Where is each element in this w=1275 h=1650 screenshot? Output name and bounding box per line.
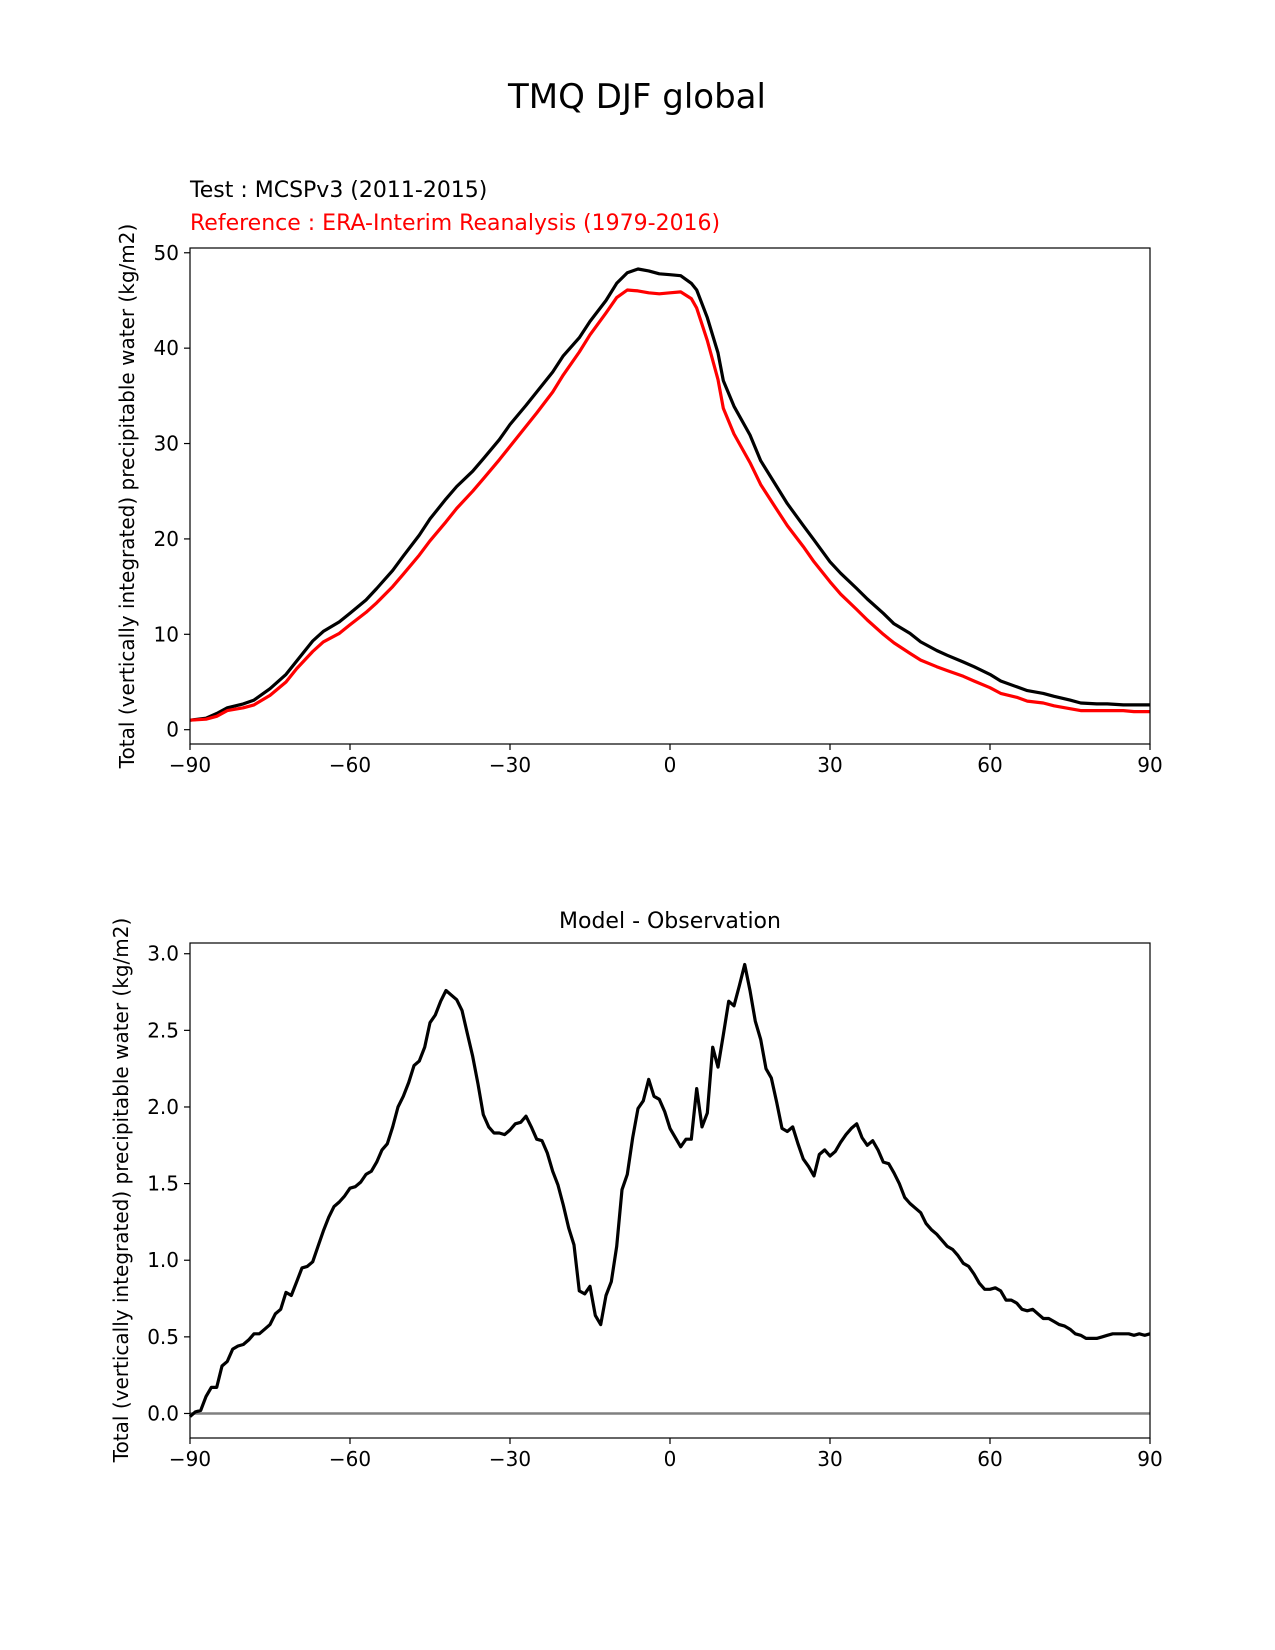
bottom-y-tick-label: 2.0	[147, 1095, 179, 1119]
figure-title: TMQ DJF global	[507, 77, 766, 117]
top-y-tick-label: 0	[166, 718, 179, 742]
top-y-axis: 0 10 20 30 40 50	[154, 241, 190, 742]
bottom-panel: Model - Observation −90 −60 −30 0 30 60 90 0.0…	[109, 909, 1163, 1471]
top-x-tick-label: 90	[1137, 753, 1162, 777]
top-x-tick-label: 60	[977, 753, 1002, 777]
top-y-tick-label: 10	[154, 622, 179, 646]
reference-label: Reference : ERA-Interim Reanalysis (1979…	[190, 211, 720, 236]
bottom-title: Model - Observation	[559, 909, 781, 934]
top-y-tick-label: 40	[154, 336, 179, 360]
bottom-x-tick-label: −90	[169, 1447, 211, 1471]
bottom-x-tick-label: −60	[329, 1447, 371, 1471]
bottom-y-tick-label: 0.0	[147, 1401, 179, 1425]
bottom-y-tick-label: 0.5	[147, 1325, 179, 1349]
top-y-tick-label: 20	[154, 527, 179, 551]
top-series-test-line	[189, 267, 1150, 722]
bottom-x-axis: −90 −60 −30 0 30 60 90	[169, 1438, 1163, 1471]
bottom-y-axis-label: Total (vertically integrated) precipitab…	[109, 918, 133, 1464]
top-panel: Test : MCSPv3 (2011-2015) Reference : ER…	[115, 178, 1163, 777]
bottom-x-tick-label: 0	[664, 1447, 677, 1471]
bottom-series-difference-line	[188, 962, 1151, 1418]
bottom-y-tick-label: 3.0	[147, 942, 179, 966]
top-x-tick-label: −60	[329, 753, 371, 777]
top-x-tick-label: 30	[817, 753, 842, 777]
top-series-reference-line	[189, 288, 1150, 722]
bottom-series-group	[188, 962, 1151, 1418]
bottom-y-tick-label: 2.5	[147, 1018, 179, 1042]
top-series-group	[189, 267, 1150, 722]
bottom-y-axis: 0.0 0.5 1.0 1.5 2.0 2.5 3.0	[147, 942, 190, 1425]
top-y-axis-label: Total (vertically integrated) precipitab…	[115, 224, 139, 770]
bottom-x-tick-label: −30	[489, 1447, 531, 1471]
bottom-x-tick-label: 30	[817, 1447, 842, 1471]
bottom-x-tick-label: 90	[1137, 1447, 1162, 1471]
test-label: Test : MCSPv3 (2011-2015)	[189, 178, 487, 203]
top-x-tick-label: −30	[489, 753, 531, 777]
top-x-axis: −90 −60 −30 0 30 60 90	[169, 744, 1163, 777]
top-y-tick-label: 50	[154, 241, 179, 265]
bottom-x-tick-label: 60	[977, 1447, 1002, 1471]
top-y-tick-label: 30	[154, 432, 179, 456]
top-x-tick-label: −90	[169, 753, 211, 777]
top-x-tick-label: 0	[664, 753, 677, 777]
bottom-y-tick-label: 1.0	[147, 1248, 179, 1272]
bottom-y-tick-label: 1.5	[147, 1172, 179, 1196]
